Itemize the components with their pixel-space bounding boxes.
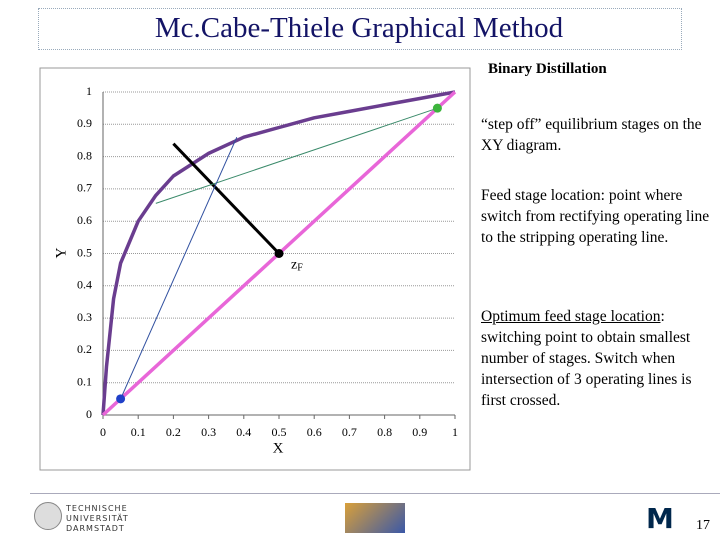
- annotation: zF: [291, 258, 303, 274]
- x-tick-label: 0.5: [272, 425, 287, 439]
- point: [116, 394, 126, 404]
- center-logo: [345, 503, 405, 533]
- x-tick-label: 0.6: [307, 425, 322, 439]
- tu-logo-lines: TECHNISCHE UNIVERSITÄT DARMSTADT: [66, 504, 129, 534]
- x-axis-label: X: [273, 440, 284, 456]
- slide-title: Mc.Cabe-Thiele Graphical Method: [154, 12, 564, 44]
- logo-line: UNIVERSITÄT: [66, 514, 129, 523]
- x-tick-label: 0.7: [342, 425, 357, 439]
- point: [432, 103, 442, 113]
- x-tick-label: 0: [100, 425, 106, 439]
- y-tick-label: 0.3: [77, 310, 92, 324]
- page-number: 17: [696, 518, 710, 533]
- footer-line: [30, 493, 720, 494]
- highlight-heading: Optimum feed stage location: [481, 308, 661, 325]
- y-tick-label: 1: [86, 84, 92, 98]
- series-line: [155, 107, 438, 204]
- x-tick-label: 0.3: [201, 425, 216, 439]
- y-tick-label: 0.4: [77, 278, 92, 292]
- x-tick-label: 0.1: [131, 425, 146, 439]
- note: “step off” equilibrium stages on the XY …: [481, 116, 702, 154]
- y-tick-label: 0.9: [77, 116, 92, 130]
- y-tick-label: 0.2: [77, 342, 92, 356]
- y-tick-label: 0: [86, 407, 92, 421]
- um-logo: M: [646, 502, 674, 535]
- y-tick-label: 0.7: [77, 181, 92, 195]
- y-axis-label: Y: [53, 247, 69, 258]
- note: Feed stage location: point where switch …: [481, 187, 710, 246]
- series-line: [120, 136, 238, 400]
- x-tick-label: 0.9: [412, 425, 427, 439]
- y-tick-label: 0.6: [77, 213, 92, 227]
- tu-seal: [34, 502, 62, 530]
- x-tick-label: 1: [452, 425, 458, 439]
- annotation-sub: F: [297, 263, 303, 274]
- annotation-text: z: [291, 258, 297, 273]
- series-line: [172, 142, 281, 255]
- chart-frame: [39, 67, 471, 471]
- logo-line: DARMSTADT: [66, 524, 125, 533]
- x-tick-label: 0.4: [236, 425, 251, 439]
- y-tick-label: 0.1: [77, 374, 92, 388]
- highlight-text: switching point to obtain smallest numbe…: [481, 329, 692, 409]
- y-tick-label: 0.8: [77, 148, 92, 162]
- x-tick-label: 0.8: [377, 425, 392, 439]
- highlight-note: Optimum feed stage location: switching p…: [481, 306, 713, 411]
- series-line: [101, 90, 456, 416]
- logo-line: TECHNISCHE: [66, 504, 128, 513]
- subtitle: Binary Distillation: [488, 61, 607, 77]
- title-box: [38, 8, 682, 50]
- point: [274, 249, 284, 258]
- y-tick-label: 0.5: [77, 245, 92, 259]
- x-tick-label: 0.2: [166, 425, 181, 439]
- colon: :: [660, 308, 665, 325]
